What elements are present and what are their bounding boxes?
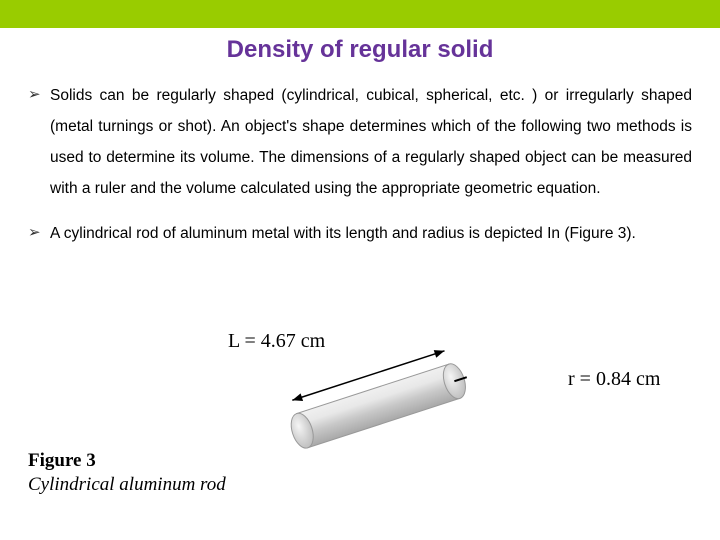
bullet-text: A cylindrical rod of aluminum metal with… [50,218,692,249]
top-accent-bar [0,0,720,28]
figure-number: Figure 3 [28,450,226,472]
bullet-item: ➢ A cylindrical rod of aluminum metal wi… [28,218,692,249]
cylinder-svg [268,340,528,460]
radius-label: r = 0.84 cm [568,368,660,391]
bullet-text: Solids can be regularly shaped (cylindri… [50,80,692,204]
figure-caption: Figure 3 Cylindrical aluminum rod [28,450,226,496]
bullet-marker-icon: ➢ [28,80,50,204]
figure-description: Cylindrical aluminum rod [28,474,226,496]
bullet-marker-icon: ➢ [28,218,50,249]
slide-title: Density of regular solid [0,36,720,64]
content-area: ➢ Solids can be regularly shaped (cylind… [0,80,720,249]
cylinder-diagram [268,340,488,460]
bullet-item: ➢ Solids can be regularly shaped (cylind… [28,80,692,204]
figure-area: L = 4.67 cm [28,340,692,510]
